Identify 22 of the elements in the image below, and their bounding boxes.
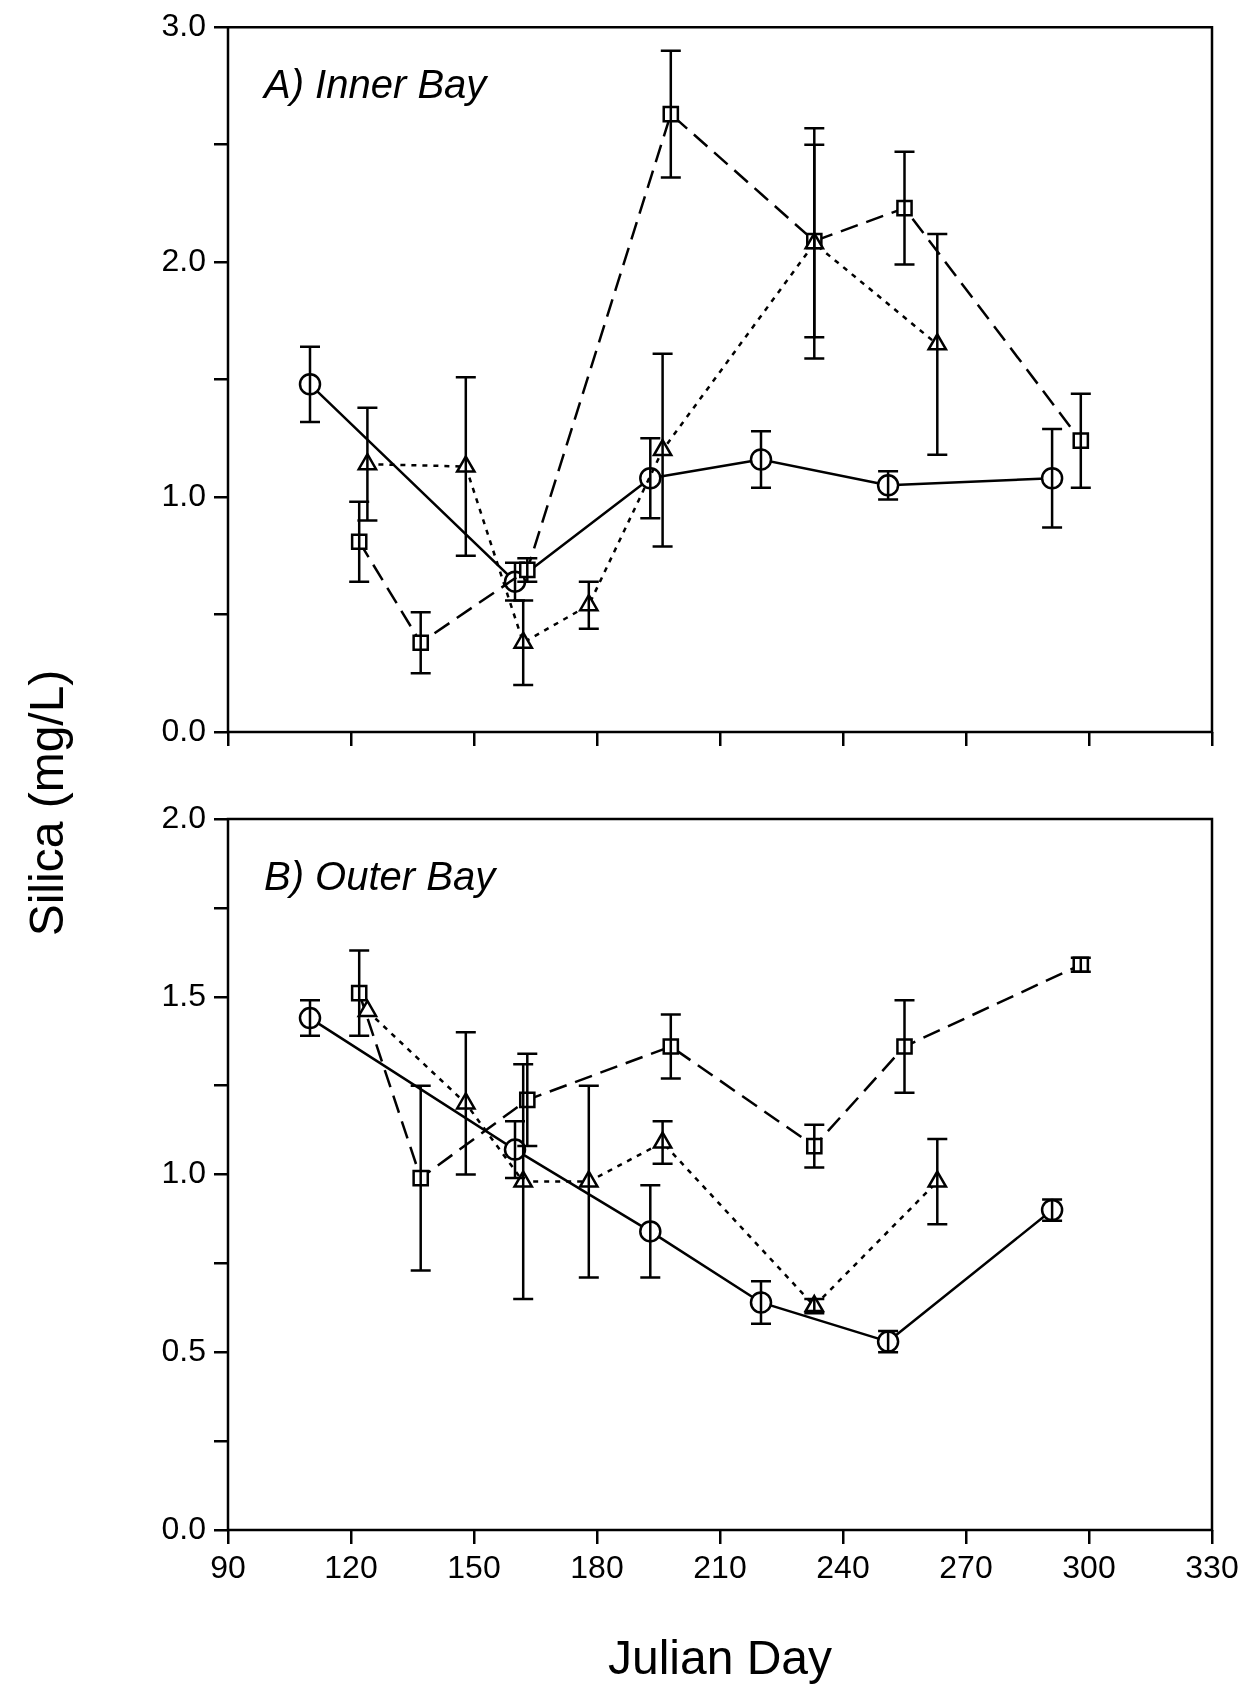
y-tick-label: 1.0	[161, 1154, 206, 1191]
y-tick-label: 2.0	[161, 241, 206, 278]
y-tick-label: 0.5	[161, 1332, 206, 1369]
x-tick-label: 210	[693, 1549, 747, 1586]
annotation: B) Outer Bay	[264, 854, 499, 899]
x-tick-label: 120	[324, 1549, 378, 1586]
y-tick-label: 2.0	[161, 798, 206, 835]
annotation: A) Inner Bay	[262, 62, 490, 107]
x-tick-label: 300	[1062, 1549, 1116, 1586]
y-tick-label: 0.0	[161, 711, 206, 748]
y-axis-title: Silica (mg/L)	[18, 669, 74, 937]
x-tick-label: 150	[447, 1549, 501, 1586]
x-tick-label: 90	[210, 1549, 246, 1586]
x-tick-label: 330	[1185, 1549, 1239, 1586]
x-tick-label: 240	[816, 1549, 870, 1586]
x-tick-label: 270	[939, 1549, 993, 1586]
x-axis-title: Julian Day	[607, 1630, 833, 1685]
y-tick-label: 3.0	[161, 7, 206, 44]
y-tick-label: 1.0	[161, 476, 206, 513]
x-tick-label: 180	[570, 1549, 624, 1586]
y-tick-label: 1.5	[161, 976, 206, 1013]
y-tick-label: 0.0	[161, 1509, 206, 1546]
